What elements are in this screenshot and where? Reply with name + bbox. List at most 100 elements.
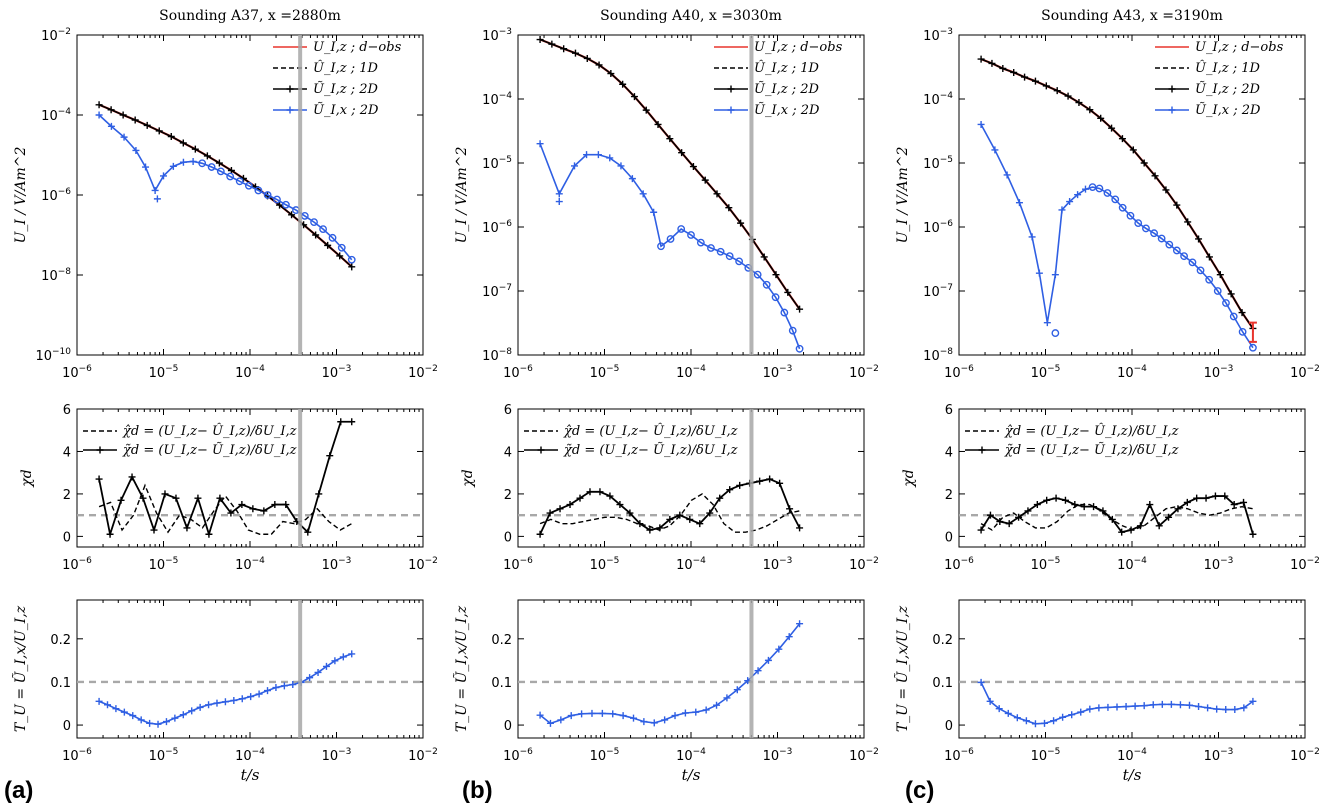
ratio-point <box>995 705 1003 713</box>
horizontal-series-line <box>98 114 353 261</box>
ratio-point <box>1041 719 1049 727</box>
axes-1-chart_data.1.ratio <box>517 599 865 739</box>
axes-0-chart_data.0.top <box>76 34 424 356</box>
ratio-point <box>314 668 322 676</box>
chi-2d-point <box>216 494 224 502</box>
ratio-point <box>280 682 288 690</box>
horizontal-point-circle <box>1126 211 1135 220</box>
model-2d-series-line <box>98 104 353 268</box>
model-2d-point <box>203 152 211 160</box>
ratio-point <box>1149 701 1157 709</box>
ratio-point <box>1140 702 1148 710</box>
x-tick-label: 10−2 <box>408 747 438 764</box>
horizontal-point-circle <box>788 326 797 335</box>
ratio-point <box>567 712 575 720</box>
model-2d-point <box>988 59 996 67</box>
ratio-point <box>1195 703 1203 711</box>
chi-legend-label: χ̃d = (U_I,z− Ũ_I,z)/δU_I,z <box>563 442 738 458</box>
horizontal-point-circle <box>1095 184 1104 193</box>
model-2d-point <box>1053 87 1061 95</box>
chi-2d-point <box>1249 530 1257 538</box>
chi-2d-point <box>315 490 323 498</box>
chi-2d-point <box>636 520 644 528</box>
model-2d-point <box>560 45 568 53</box>
chi-2d-point <box>586 488 594 496</box>
horizontal-point-circle <box>1157 234 1166 243</box>
horizontal-point-plus <box>536 140 544 148</box>
ratio-point <box>671 712 679 720</box>
legend-marker <box>286 106 294 114</box>
x-tick-label: 10−2 <box>849 556 879 573</box>
model-2d-point <box>1118 135 1126 143</box>
chi-2d-point <box>150 526 158 534</box>
model-2d-point <box>1064 92 1072 100</box>
ratio-point <box>238 695 246 703</box>
model-2d-point <box>571 49 579 57</box>
horizontal-point-circle <box>347 255 356 264</box>
horizontal-outlier-point <box>1051 329 1060 337</box>
ratio-point <box>1086 705 1094 713</box>
model-2d-point <box>536 36 544 44</box>
y-tick-label: 10−2 <box>41 27 71 44</box>
model-2d-point <box>336 252 344 260</box>
y-tick-label: 0.2 <box>50 633 71 648</box>
x-tick-label: 10−6 <box>62 556 92 573</box>
horizontal-point-circle <box>771 293 780 302</box>
chi-2d-point <box>337 418 345 426</box>
x-tick-label: 10−5 <box>149 556 179 573</box>
y-tick-label: 10−7 <box>923 283 953 300</box>
chi-2d-line <box>539 478 801 535</box>
y-tick-label: 0 <box>504 719 512 734</box>
chart-title: Sounding A37, x =2880m <box>159 8 341 24</box>
y-tick-label: 0 <box>63 719 71 734</box>
horizontal-point-circle <box>753 270 762 279</box>
model-2d-point <box>1042 82 1050 90</box>
legend-marker <box>727 106 735 114</box>
horizontal-point-plus <box>120 133 128 141</box>
ratio-point <box>681 709 689 717</box>
model-2d-point <box>607 70 615 78</box>
ratio-point <box>1167 700 1175 708</box>
model-2d-point <box>999 64 1007 72</box>
x-tick-label: 10−2 <box>849 364 879 381</box>
ratio-point <box>723 694 731 702</box>
horizontal-point-plus <box>639 190 647 198</box>
ratio-point <box>213 699 221 707</box>
model-2d-point <box>348 263 356 271</box>
chi-legend-label: χ̂d = (U_I,z− Û_I,z)/δU_I,z <box>1004 422 1179 439</box>
ratio-point <box>1204 704 1212 712</box>
ratio-point <box>1222 706 1230 714</box>
chi-legend-marker <box>978 446 986 454</box>
model-2d-point <box>1140 159 1148 167</box>
horizontal-outlier-point <box>153 195 161 203</box>
chi-2d-point <box>271 501 279 509</box>
y-tick-label: 10−3 <box>923 27 953 44</box>
model-2d-point <box>1021 73 1029 81</box>
horizontal-point-circle <box>207 163 216 171</box>
y-tick-label: 0 <box>945 530 953 545</box>
model-2d-point <box>1205 253 1213 261</box>
model-1d-series-line <box>980 58 1254 329</box>
chi-2d-point <box>666 515 674 523</box>
x-tick-label: 10−5 <box>590 364 620 381</box>
chi-2d-point <box>656 524 664 532</box>
y-tick-label: 2 <box>504 488 512 503</box>
model-2d-point <box>1097 114 1105 122</box>
legend-label: Ũ_I,z ; 2D <box>754 81 819 97</box>
ratio-point <box>104 701 112 709</box>
model-2d-point <box>1162 186 1170 194</box>
chi-2d-point <box>1015 513 1023 521</box>
model-2d-point <box>312 231 320 239</box>
horizontal-point-circle <box>281 200 290 209</box>
chi-2d-point <box>1202 494 1210 502</box>
y-tick-label: 10−8 <box>41 267 71 284</box>
legend-marker <box>286 85 294 93</box>
chi-2d-point <box>117 496 125 504</box>
ratio-point <box>1104 703 1112 711</box>
chi-2d-point <box>726 486 734 494</box>
horizontal-point-plus <box>571 162 579 170</box>
x-tick-label: 10−6 <box>944 747 974 764</box>
horizontal-point-circle <box>1118 203 1127 212</box>
ratio-point <box>733 686 741 694</box>
y-tick-label: 10−4 <box>482 91 512 108</box>
